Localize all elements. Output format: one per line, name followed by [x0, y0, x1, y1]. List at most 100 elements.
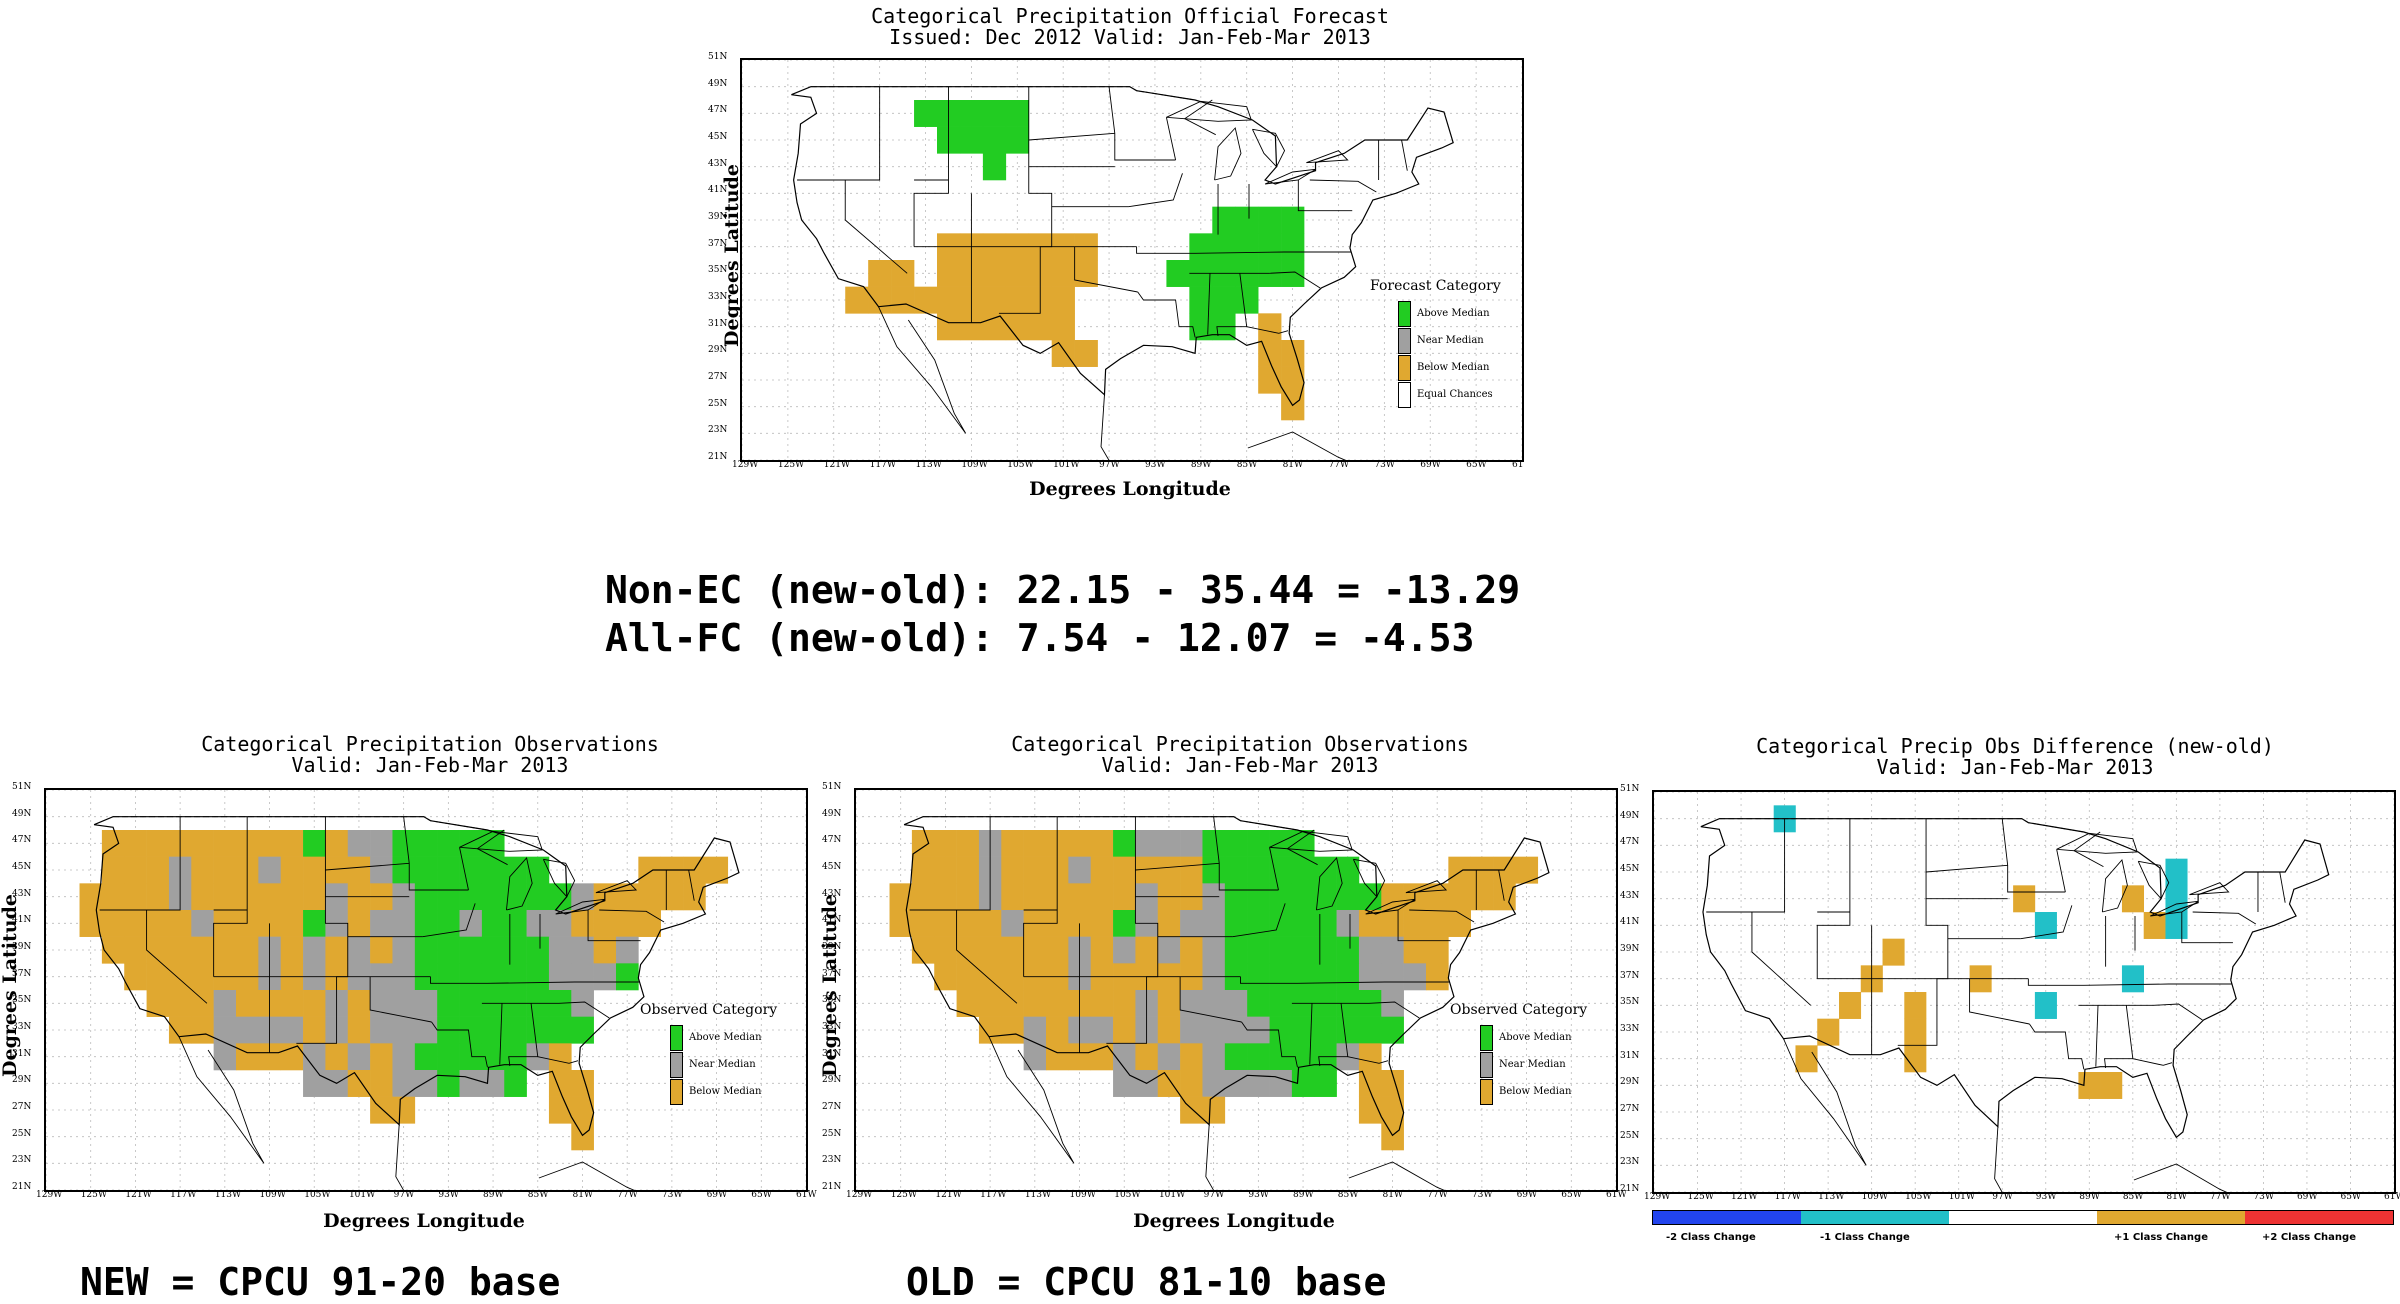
- grid-cell: [236, 1016, 259, 1044]
- grid-cell: [956, 856, 980, 884]
- grid-cell: [1281, 340, 1305, 367]
- lat-tick-label: 37N: [12, 968, 32, 979]
- grid-cell: [459, 1016, 483, 1044]
- grid-cell: [481, 936, 505, 964]
- legend-label: Above Median: [1417, 308, 1490, 319]
- state-border: [146, 910, 208, 1004]
- grid-cell: [978, 990, 1002, 1017]
- forecast-map-svg: [742, 60, 1522, 460]
- state-border: [2027, 978, 2232, 986]
- grid-cell: [548, 910, 572, 937]
- great-lake: [1166, 100, 1252, 122]
- obs-new-legend-title: Observed Category: [640, 1002, 778, 1018]
- grid-cell: [1314, 883, 1337, 911]
- grid-cell: [191, 936, 214, 964]
- grid-cell: [1403, 910, 1427, 937]
- grid-cell: [2013, 885, 2036, 913]
- grid-cell: [481, 910, 505, 937]
- grid-cell: [258, 883, 282, 911]
- grid-cell: [1202, 1016, 1226, 1044]
- grid-cell: [481, 1016, 505, 1044]
- state-border: [1246, 326, 1289, 334]
- grid-cell: [1202, 990, 1226, 1017]
- lon-tick-label: 81W: [1282, 460, 1304, 470]
- grid-cell: [481, 856, 505, 884]
- lon-tick-label: 113W: [1024, 1190, 1052, 1200]
- lon-tick-label: 61W: [796, 1190, 817, 1200]
- grid-cell: [868, 286, 892, 314]
- state-border: [1318, 1003, 1349, 1067]
- grid-cell: [1068, 883, 1092, 911]
- lon-tick-label: 65W: [1561, 1190, 1582, 1200]
- grid-cell: [616, 910, 639, 937]
- canada-border: [810, 86, 1196, 101]
- grid-cell: [1023, 830, 1047, 857]
- grid-cell: [303, 936, 326, 964]
- legend-label: Below Median: [689, 1086, 762, 1097]
- grid-cell: [571, 910, 594, 937]
- grid-cell: [124, 830, 147, 857]
- lon-tick-label: 109W: [259, 1190, 286, 1200]
- grid-cell: [956, 910, 980, 937]
- grid-cell: [1269, 910, 1293, 937]
- grid-cell: [392, 1096, 416, 1124]
- grid-cell: [437, 856, 460, 884]
- lat-tick-label: 43N: [822, 888, 842, 899]
- legend-item: Above Median: [1480, 1024, 1587, 1051]
- state-border: [1291, 1001, 1420, 1019]
- state-border: [1137, 291, 1196, 338]
- grid-cell: [571, 883, 594, 911]
- state-border: [1216, 273, 1248, 337]
- obs-old-lon-ticks: 129W 125W 121W 117W 113W 109W 105W 101W 97W 93W 89…: [846, 1190, 1627, 1204]
- grid-cell: [1235, 206, 1259, 234]
- grid-cell: [347, 856, 371, 884]
- grid-cell: [1180, 830, 1203, 857]
- obs-new-footer: NEW = CPCU 91-20 base: [80, 1260, 561, 1304]
- grid-cell: [146, 910, 170, 937]
- state-border: [1241, 1021, 1298, 1068]
- obs-new-map: [44, 788, 808, 1192]
- grid-cell: [526, 856, 550, 884]
- grid-cell: [459, 1043, 483, 1071]
- state-border: [1213, 816, 1279, 891]
- grid-cell: [934, 936, 957, 964]
- grid-cell: [1224, 990, 1248, 1017]
- grid-cell: [2078, 1072, 2101, 1099]
- grid-cell: [1180, 856, 1203, 884]
- forecast-title: Categorical Precipitation Official Forec…: [871, 4, 1389, 49]
- lon-tick-label: 113W: [915, 460, 942, 470]
- obs-new-legend-items: Above Median Near Median Below Median: [670, 1024, 777, 1105]
- grid-cell: [956, 936, 980, 964]
- lon-tick-label: 129W: [846, 1190, 873, 1200]
- grid-cell: [1180, 1043, 1203, 1071]
- grid-cell: [1224, 910, 1248, 937]
- grid-cell: [1189, 233, 1213, 261]
- state-border: [459, 847, 469, 891]
- grid-cell: [1247, 830, 1270, 857]
- grid-cell: [911, 856, 935, 884]
- diff-class-0: [1949, 1211, 2097, 1224]
- grid-cell: [1090, 856, 1114, 884]
- grid-cell: [2034, 912, 2057, 939]
- state-border: [1136, 246, 1352, 254]
- grid-cell: [1090, 936, 1114, 964]
- grid-cell: [1904, 992, 1927, 1019]
- mexico-gulf-coast: [1100, 394, 1110, 460]
- grid-cell: [79, 883, 103, 911]
- lat-tick-label: 43N: [708, 158, 728, 169]
- grid-cell: [1381, 990, 1404, 1017]
- lat-tick-label: 45N: [708, 132, 728, 142]
- lon-tick-label: 125W: [1687, 1192, 1714, 1202]
- obs-new-lon-ticks: 129W 125W 121W 117W 113W 109W 105W 101W 97W 93W 89…: [36, 1190, 817, 1204]
- obs-new-lat-ticks: 51N 49N 47N 45N 43N 41N 39N 37N 35N 33N 31N 29N 27N 2…: [8, 782, 44, 1192]
- grid-cell: [914, 286, 938, 314]
- grid-cell: [370, 830, 393, 857]
- grid-cell: [481, 1070, 505, 1097]
- lat-tick-label: 29N: [1620, 1077, 1640, 1088]
- legend-swatch: [1398, 354, 1411, 381]
- grid-cell: [1180, 990, 1203, 1017]
- grid-cell: [347, 1043, 371, 1071]
- grid-cell: [414, 1070, 438, 1097]
- forecast-legend: Forecast Category Above Median Near Media…: [1370, 278, 1501, 408]
- grid-cell: [1090, 910, 1114, 937]
